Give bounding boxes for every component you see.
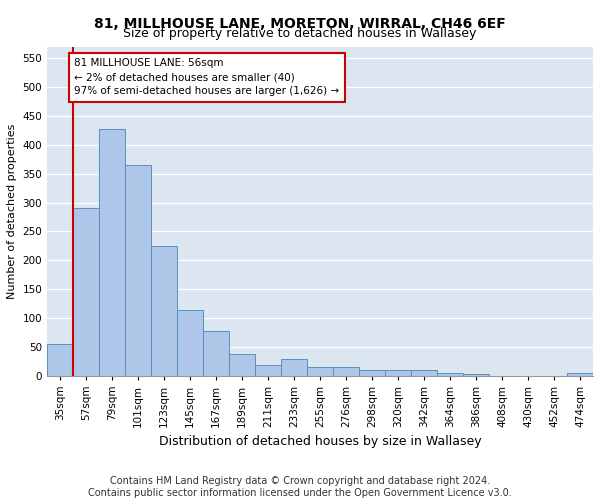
Bar [99, 129, 125, 376]
Y-axis label: Number of detached properties: Number of detached properties [7, 124, 17, 299]
Bar [333, 368, 359, 376]
Bar [203, 331, 229, 376]
Bar [411, 370, 437, 376]
X-axis label: Distribution of detached houses by size in Wallasey: Distribution of detached houses by size … [159, 435, 481, 448]
Text: Contains HM Land Registry data © Crown copyright and database right 2024.
Contai: Contains HM Land Registry data © Crown c… [88, 476, 512, 498]
Bar [125, 165, 151, 376]
Bar [437, 372, 463, 376]
Bar [255, 365, 281, 376]
Text: 81, MILLHOUSE LANE, MORETON, WIRRAL, CH46 6EF: 81, MILLHOUSE LANE, MORETON, WIRRAL, CH4… [94, 18, 506, 32]
Bar [463, 374, 489, 376]
Bar [151, 246, 177, 376]
Bar [73, 208, 99, 376]
Bar [281, 360, 307, 376]
Bar [177, 310, 203, 376]
Bar [385, 370, 411, 376]
Bar [359, 370, 385, 376]
Bar [47, 344, 73, 376]
Text: Size of property relative to detached houses in Wallasey: Size of property relative to detached ho… [124, 28, 476, 40]
Text: 81 MILLHOUSE LANE: 56sqm
← 2% of detached houses are smaller (40)
97% of semi-de: 81 MILLHOUSE LANE: 56sqm ← 2% of detache… [74, 58, 340, 96]
Bar [229, 354, 255, 376]
Bar [567, 372, 593, 376]
Bar [307, 367, 333, 376]
